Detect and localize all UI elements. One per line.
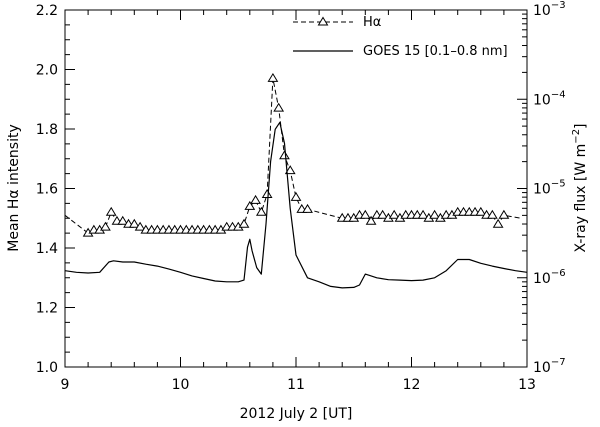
y-right-tick-label: 10−3: [533, 0, 566, 19]
y-right-tick-base: 10: [533, 271, 551, 287]
halpha-point: [238, 218, 250, 228]
x-axis-title: 2012 July 2 [UT]: [240, 406, 353, 422]
halpha-point: [429, 209, 440, 219]
y-right-tick-label: 10−4: [533, 89, 566, 108]
halpha-point: [279, 150, 290, 160]
y-left-tick-label: 1.0: [36, 360, 58, 376]
halpha-point: [498, 209, 510, 219]
halpha-point: [492, 218, 504, 228]
halpha-point: [267, 72, 279, 82]
halpha-point: [388, 209, 400, 219]
y-axis-right-title: X-ray flux [W m−2]: [571, 123, 589, 252]
halpha-point: [100, 221, 111, 231]
y-right-tick-label: 10−5: [533, 179, 566, 198]
y-left-tick-label: 1.8: [36, 122, 58, 138]
halpha-point: [244, 200, 256, 210]
y-right-tick-exponent: −6: [551, 268, 566, 279]
halpha-point: [134, 221, 146, 231]
halpha-point: [117, 215, 129, 225]
x-tick-label: 10: [172, 377, 190, 393]
halpha-line: [64, 78, 522, 234]
legend-halpha-marker: [317, 16, 329, 26]
halpha-point: [417, 209, 429, 219]
y-left-tick-label: 1.4: [36, 241, 58, 257]
halpha-point: [365, 215, 377, 225]
y-axis-right-title-close: ]: [573, 123, 589, 128]
legend: Hα GOES 15 [0.1–0.8 nm]: [293, 15, 508, 59]
halpha-point: [290, 191, 302, 201]
x-tick-label: 9: [61, 377, 70, 393]
legend-halpha-label: Hα: [363, 15, 381, 30]
halpha-point: [475, 206, 487, 216]
plot-frame: [64, 9, 528, 368]
series-layer: [64, 72, 528, 289]
y-right-tick-label: 10−6: [533, 268, 566, 287]
halpha-point: [255, 206, 267, 216]
y-right-tick-exponent: −7: [551, 357, 566, 368]
y-right-tick-base: 10: [533, 3, 551, 19]
legend-goes-label: GOES 15 [0.1–0.8 nm]: [363, 44, 508, 59]
halpha-point: [359, 209, 371, 219]
y-right-tick-base: 10: [533, 360, 551, 376]
halpha-point: [284, 165, 296, 175]
y-axis-right-title-sup: −2: [571, 129, 582, 144]
y-right-tick-exponent: −3: [551, 0, 566, 11]
y-left-tick-label: 2.2: [36, 3, 58, 19]
goes-line: [64, 121, 528, 289]
y-right-tick-label: 10−7: [533, 357, 566, 376]
halpha-point: [250, 194, 261, 204]
halpha-point: [273, 102, 285, 112]
y-left-tick-label: 1.6: [36, 182, 58, 198]
y-right-tick-exponent: −4: [551, 89, 566, 100]
y-axis-right-title-main: X-ray flux [W m: [573, 144, 589, 253]
y-left-tick-label: 1.2: [36, 301, 58, 317]
halpha-point: [128, 218, 140, 228]
tick-labels: 9 10 11 12 131.01.21.41.61.82.02.210−710−610…: [36, 0, 566, 393]
y-left-tick-label: 2.0: [36, 63, 58, 79]
y-right-tick-base: 10: [533, 92, 551, 108]
halpha-point: [486, 209, 498, 219]
x-tick-label: 13: [518, 377, 536, 393]
ticks: [64, 9, 528, 368]
y-right-tick-exponent: −5: [551, 179, 566, 190]
y-axis-left-title: Mean Hα intensity: [6, 124, 22, 252]
halpha-point: [377, 209, 389, 219]
halpha-point: [261, 188, 273, 198]
halpha-point: [105, 206, 117, 216]
x-tick-label: 11: [287, 377, 305, 393]
halpha-point: [302, 203, 313, 213]
y-right-tick-base: 10: [533, 182, 551, 198]
x-tick-label: 12: [403, 377, 421, 393]
